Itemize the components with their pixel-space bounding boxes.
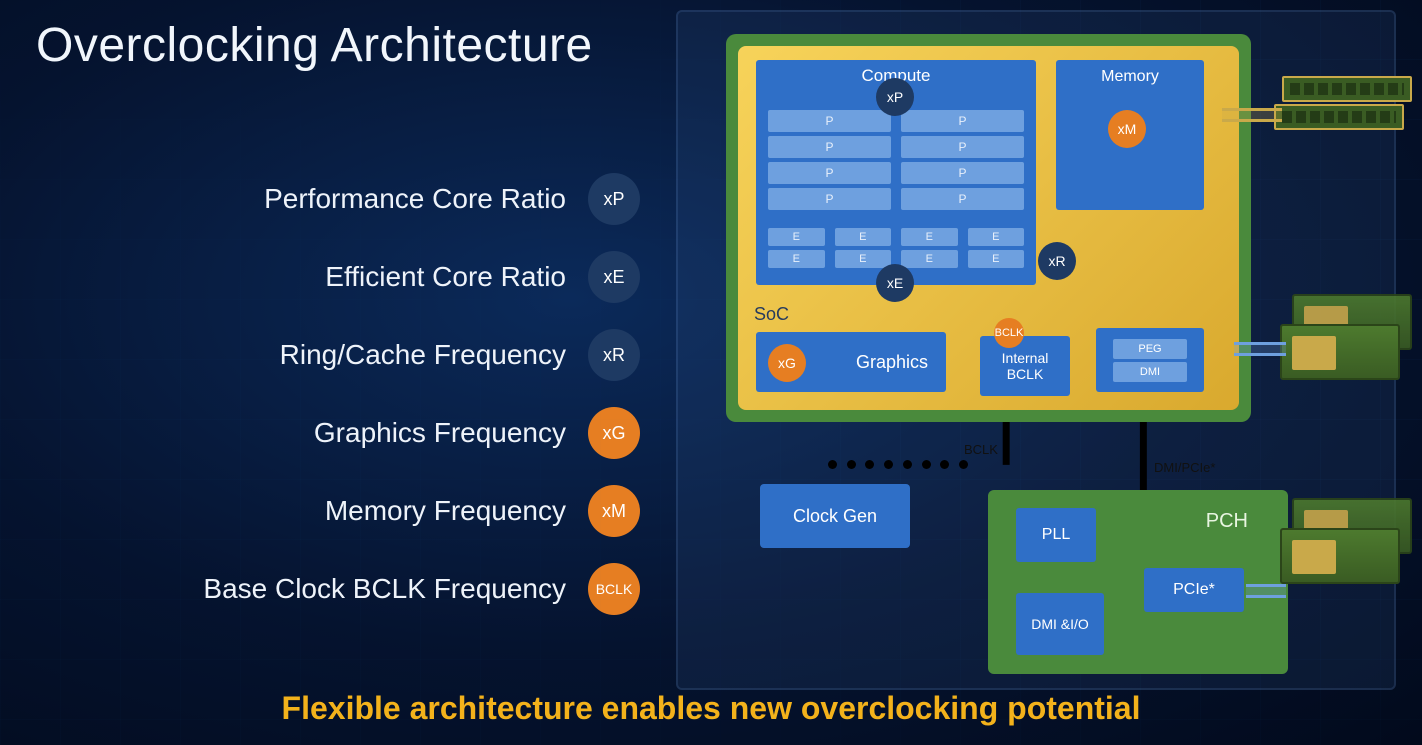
legend-row: Graphics Frequency xG bbox=[0, 394, 640, 472]
legend-label: Efficient Core Ratio bbox=[325, 261, 566, 293]
soc-die: SoC Compute P P P P P P P P E E E bbox=[726, 34, 1251, 422]
e-core-grid: E E E E E E E E bbox=[768, 228, 1024, 268]
e-core: E bbox=[968, 228, 1025, 246]
ram-module-icon bbox=[1274, 104, 1404, 130]
ram-module-icon bbox=[1282, 76, 1412, 102]
badge-xg: xG bbox=[588, 407, 640, 459]
diagram-badge-xp: xP bbox=[876, 78, 914, 116]
clock-gen-block: Clock Gen bbox=[760, 484, 910, 548]
legend-row: Base Clock BCLK Frequency BCLK bbox=[0, 550, 640, 628]
wire-label-dmi-pcie: DMI/PCIe* bbox=[1154, 460, 1215, 475]
dmi-label: DMI bbox=[1113, 362, 1187, 382]
legend-row: Memory Frequency xM bbox=[0, 472, 640, 550]
badge-xp: xP bbox=[588, 173, 640, 225]
pll-block: PLL bbox=[1016, 508, 1096, 562]
peg-label: PEG bbox=[1113, 339, 1187, 359]
page-title: Overclocking Architecture bbox=[36, 18, 593, 73]
badge-bclk: BCLK bbox=[588, 563, 640, 615]
expansion-card-icon bbox=[1280, 528, 1400, 584]
legend-row: Performance Core Ratio xP bbox=[0, 160, 640, 238]
diagram-badge-xm: xM bbox=[1108, 110, 1146, 148]
e-core: E bbox=[768, 228, 825, 246]
p-core: P bbox=[768, 188, 891, 210]
dmi-io-line1: DMI & bbox=[1031, 616, 1070, 632]
p-core: P bbox=[901, 162, 1024, 184]
legend-label: Memory Frequency bbox=[325, 495, 566, 527]
soc-label: SoC bbox=[754, 304, 789, 325]
p-core-grid: P P P P P P P P bbox=[768, 110, 1024, 210]
legend-label: Ring/Cache Frequency bbox=[280, 339, 566, 371]
e-core: E bbox=[968, 250, 1025, 268]
pch-die: PCH PLL PCIe* DMI & I/O bbox=[988, 490, 1288, 674]
dmi-io-block: DMI & I/O bbox=[1016, 593, 1104, 655]
diagram-badge-xe: xE bbox=[876, 264, 914, 302]
pcie-connector bbox=[1246, 584, 1286, 598]
memory-title: Memory bbox=[1101, 68, 1159, 86]
p-core: P bbox=[901, 136, 1024, 158]
p-core: P bbox=[901, 110, 1024, 132]
badge-xm: xM bbox=[588, 485, 640, 537]
e-core: E bbox=[901, 228, 958, 246]
legend-row: Efficient Core Ratio xE bbox=[0, 238, 640, 316]
diagram-badge-bclk: BCLK bbox=[994, 318, 1024, 348]
diagram-badge-xr: xR bbox=[1038, 242, 1076, 280]
internal-bclk-line1: Internal bbox=[1002, 350, 1049, 366]
graphics-title: Graphics bbox=[856, 352, 928, 373]
legend-row: Ring/Cache Frequency xR bbox=[0, 316, 640, 394]
expansion-card-icon bbox=[1280, 324, 1400, 380]
legend-label: Performance Core Ratio bbox=[264, 183, 566, 215]
legend: Performance Core Ratio xP Efficient Core… bbox=[0, 160, 640, 628]
e-core: E bbox=[901, 250, 958, 268]
p-core: P bbox=[768, 136, 891, 158]
internal-bclk-line2: BCLK bbox=[1007, 366, 1044, 382]
p-core: P bbox=[768, 162, 891, 184]
internal-bclk-block: Internal BCLK bbox=[980, 336, 1070, 396]
dmi-io-line2: I/O bbox=[1070, 616, 1089, 632]
p-core: P bbox=[768, 110, 891, 132]
legend-label: Graphics Frequency bbox=[314, 417, 566, 449]
peg-connector bbox=[1234, 342, 1286, 356]
footer-text: Flexible architecture enables new overcl… bbox=[0, 690, 1422, 727]
p-core: P bbox=[901, 188, 1024, 210]
badge-xe: xE bbox=[588, 251, 640, 303]
soc-gold-substrate: SoC Compute P P P P P P P P E E E bbox=[738, 46, 1239, 410]
pcie-block: PCIe* bbox=[1144, 568, 1244, 612]
memory-connector bbox=[1222, 108, 1282, 122]
pch-label: PCH bbox=[1206, 510, 1248, 533]
e-core: E bbox=[768, 250, 825, 268]
architecture-diagram: BCLK BCLK DMI/PCIe* SoC Compute P P P P … bbox=[676, 10, 1396, 690]
legend-label: Base Clock BCLK Frequency bbox=[203, 573, 566, 605]
dotted-connector bbox=[828, 457, 968, 471]
wire-label-bclk: BCLK bbox=[964, 442, 998, 457]
e-core: E bbox=[835, 228, 892, 246]
peg-dmi-block: PEG DMI bbox=[1096, 328, 1204, 392]
badge-xr: xR bbox=[588, 329, 640, 381]
diagram-badge-xg: xG bbox=[768, 344, 806, 382]
e-core: E bbox=[835, 250, 892, 268]
